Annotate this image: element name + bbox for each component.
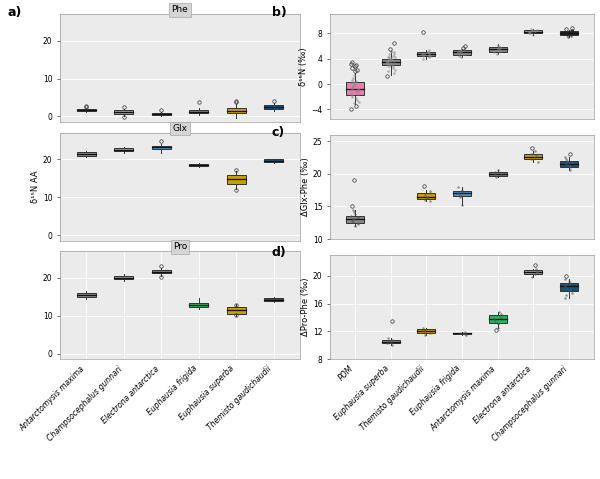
FancyBboxPatch shape <box>418 329 435 333</box>
FancyBboxPatch shape <box>265 105 283 109</box>
FancyBboxPatch shape <box>524 30 542 34</box>
FancyBboxPatch shape <box>227 308 245 314</box>
FancyBboxPatch shape <box>265 160 283 162</box>
FancyBboxPatch shape <box>227 175 245 183</box>
FancyBboxPatch shape <box>265 298 283 301</box>
Title: Pro: Pro <box>173 242 187 251</box>
FancyBboxPatch shape <box>560 32 578 35</box>
FancyBboxPatch shape <box>560 283 578 291</box>
FancyBboxPatch shape <box>560 160 578 167</box>
Text: d): d) <box>272 246 287 260</box>
FancyBboxPatch shape <box>115 111 133 114</box>
FancyBboxPatch shape <box>453 333 471 334</box>
FancyBboxPatch shape <box>346 216 364 223</box>
FancyBboxPatch shape <box>152 270 170 274</box>
Y-axis label: δ¹⁵N (‰): δ¹⁵N (‰) <box>299 47 308 86</box>
FancyBboxPatch shape <box>489 46 506 52</box>
FancyBboxPatch shape <box>418 194 435 199</box>
FancyBboxPatch shape <box>190 303 208 307</box>
Text: a): a) <box>7 6 22 19</box>
FancyBboxPatch shape <box>152 113 170 115</box>
FancyBboxPatch shape <box>524 154 542 160</box>
Y-axis label: δ¹⁵N AA: δ¹⁵N AA <box>31 171 40 203</box>
FancyBboxPatch shape <box>382 59 400 65</box>
FancyBboxPatch shape <box>152 146 170 149</box>
Title: Glx: Glx <box>173 124 187 133</box>
FancyBboxPatch shape <box>190 163 208 166</box>
FancyBboxPatch shape <box>346 82 364 95</box>
FancyBboxPatch shape <box>190 110 208 114</box>
FancyBboxPatch shape <box>77 109 95 111</box>
Text: b): b) <box>272 6 287 19</box>
Title: Phe: Phe <box>172 5 188 14</box>
FancyBboxPatch shape <box>489 315 506 323</box>
FancyBboxPatch shape <box>77 293 95 297</box>
FancyBboxPatch shape <box>115 148 133 151</box>
FancyBboxPatch shape <box>453 191 471 196</box>
FancyBboxPatch shape <box>453 50 471 55</box>
Y-axis label: ΔGlx-Phe (‰): ΔGlx-Phe (‰) <box>301 158 310 216</box>
FancyBboxPatch shape <box>418 52 435 56</box>
FancyBboxPatch shape <box>227 108 245 114</box>
FancyBboxPatch shape <box>382 340 400 343</box>
Y-axis label: ΔPro-Phe (‰): ΔPro-Phe (‰) <box>301 278 310 336</box>
Text: c): c) <box>272 126 285 139</box>
FancyBboxPatch shape <box>524 270 542 274</box>
FancyBboxPatch shape <box>489 172 506 176</box>
FancyBboxPatch shape <box>115 276 133 279</box>
FancyBboxPatch shape <box>77 152 95 156</box>
